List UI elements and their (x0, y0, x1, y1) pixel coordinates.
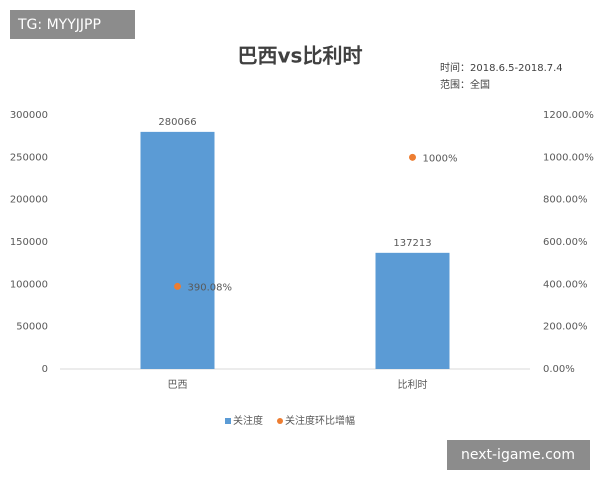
subtitle: 范围：全国 (440, 78, 490, 91)
data-label: 280066 (158, 117, 196, 128)
y-tick-label: 100000 (10, 279, 48, 290)
point (174, 282, 181, 290)
x-tick-label: 巴西 (168, 379, 188, 391)
y-tick-label: 150000 (10, 237, 48, 248)
legend-label: 关注度环比增幅 (285, 414, 355, 427)
x-tick-label: 比利时 (398, 379, 428, 391)
data-label: 1000% (423, 153, 458, 164)
legend-marker (225, 418, 231, 424)
y2-tick-label: 800.00% (543, 195, 588, 206)
watermark: TG: MYYJJPP (17, 17, 101, 33)
legend-label: 关注度 (233, 414, 263, 427)
watermark-box (10, 10, 135, 39)
y2-tick-label: 200.00% (543, 322, 588, 333)
y2-tick-label: 1200.00% (543, 110, 594, 121)
watermark: next-igame.com (461, 447, 575, 463)
y-tick-label: 0 (42, 364, 48, 375)
y2-tick-label: 0.00% (543, 364, 575, 375)
data-label: 390.08% (188, 282, 233, 293)
y2-tick-label: 1000.00% (543, 152, 594, 163)
y-tick-label: 200000 (10, 195, 48, 206)
bar (375, 252, 450, 369)
chart-title: 巴西vs比利时 (238, 44, 363, 68)
point (409, 153, 416, 161)
bar (140, 131, 215, 369)
y2-tick-label: 600.00% (543, 237, 588, 248)
y-tick-label: 300000 (10, 110, 48, 121)
legend-marker (277, 418, 283, 424)
subtitle: 时间：2018.6.5-2018.7.4 (440, 61, 563, 74)
y2-tick-label: 400.00% (543, 279, 588, 290)
watermark-box (447, 440, 590, 470)
y-tick-label: 50000 (16, 322, 48, 333)
data-label: 137213 (393, 238, 431, 249)
y-tick-label: 250000 (10, 152, 48, 163)
